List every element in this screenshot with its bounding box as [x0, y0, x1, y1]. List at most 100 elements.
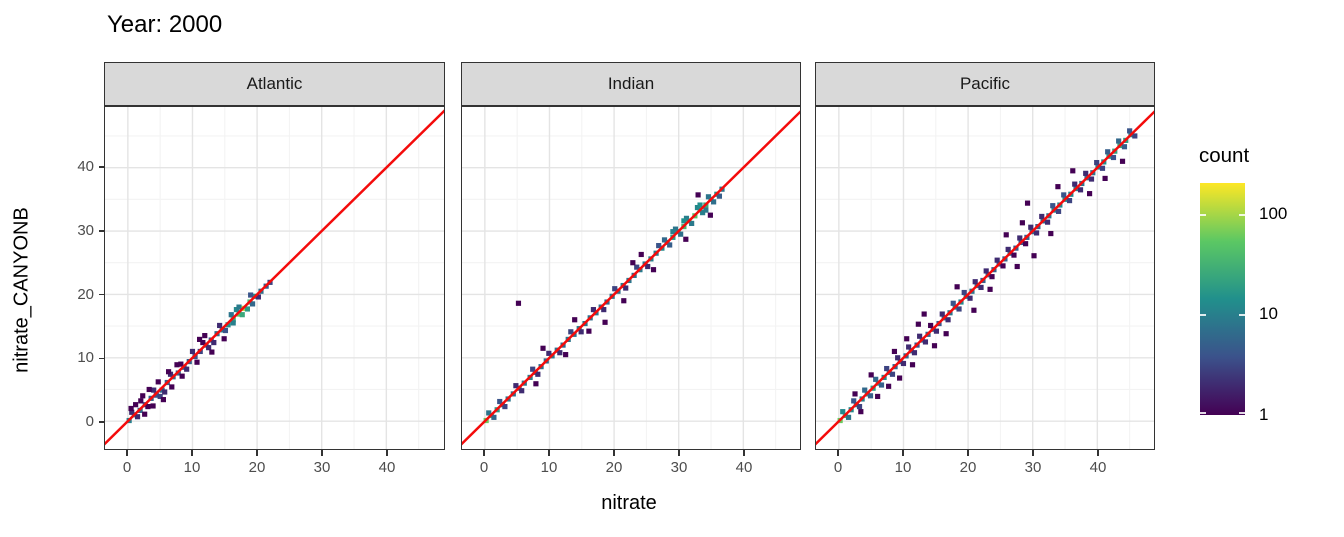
- x-axis-tick: [256, 450, 258, 456]
- bin2d-cell: [921, 311, 927, 317]
- bin2d-cell: [1011, 252, 1017, 258]
- bin2d-cell: [178, 361, 184, 367]
- bin2d-cell: [978, 284, 984, 291]
- bin2d-cell: [602, 319, 608, 325]
- bin2d-cell: [909, 362, 916, 368]
- bin2d-cell: [695, 192, 701, 198]
- bin2d-cell: [845, 414, 852, 420]
- bin2d-cell: [222, 327, 229, 334]
- bin2d-cell: [563, 352, 569, 358]
- bin2d-cell: [967, 295, 973, 301]
- facet-strip-atlantic: Atlantic: [104, 62, 445, 106]
- bin2d-cell: [943, 331, 949, 337]
- x-axis-tick: [483, 450, 485, 456]
- colorbar-tick-100-left: [1200, 214, 1206, 216]
- bin2d-cell: [140, 393, 146, 399]
- y-axis-tick: [98, 230, 104, 232]
- bin2d-cell: [711, 199, 717, 205]
- colorbar-tick-10-right: [1239, 314, 1245, 316]
- y-axis-tick-label: 40: [77, 158, 94, 175]
- facet-strip-label: Pacific: [959, 74, 1011, 93]
- bin2d-cell: [533, 381, 539, 387]
- y-axis-tick-label: 0: [85, 413, 94, 430]
- x-axis-tick-label: 30: [313, 459, 331, 476]
- legend-tick-label-100: 100: [1259, 204, 1288, 223]
- bin2d-cell: [878, 382, 885, 388]
- bin2d-cell: [133, 402, 139, 408]
- bin2d-cell: [209, 349, 215, 355]
- y-axis-tick: [98, 357, 104, 359]
- x-axis-tick-label: 0: [479, 459, 489, 476]
- colorbar-tick-1-left: [1200, 412, 1206, 414]
- x-axis-tick-label: 10: [183, 459, 201, 476]
- bin2d-cell: [703, 207, 709, 213]
- bin2d-cell: [194, 359, 200, 365]
- bin2d-cell: [1132, 133, 1138, 139]
- indian-plot-area: [462, 107, 800, 449]
- x-axis-tick: [548, 450, 550, 456]
- bin2d-cell: [255, 294, 261, 300]
- bin2d-cell: [540, 345, 546, 351]
- bin2d-cell: [1000, 263, 1006, 269]
- bin2d-cell: [530, 366, 536, 372]
- y-axis-tick: [98, 421, 104, 423]
- facet-strip-pacific: Pacific: [815, 62, 1155, 106]
- bin2d-cell: [155, 379, 161, 385]
- bin2d-cell: [683, 215, 690, 221]
- bin2d-cell: [150, 403, 156, 409]
- bin2d-cell: [145, 404, 151, 410]
- bin2d-cell: [546, 350, 552, 356]
- bin2d-cell: [886, 383, 892, 389]
- bin2d-cell: [138, 398, 144, 404]
- pacific-plot-area: [816, 107, 1154, 449]
- bin2d-cell: [1024, 200, 1031, 206]
- bin2d-cell: [236, 311, 242, 317]
- bin2d-cell: [200, 339, 206, 346]
- bin2d-cell: [1003, 232, 1009, 238]
- bin2d-cell: [515, 300, 522, 306]
- bin2d-cell: [1086, 191, 1093, 197]
- bin2d-cell: [670, 229, 676, 235]
- x-axis-tick: [191, 450, 193, 456]
- bin2d-cell: [634, 264, 640, 270]
- bin2d-cell: [486, 410, 492, 416]
- facet-strip-indian: Indian: [461, 62, 801, 106]
- bin2d-cell: [904, 336, 910, 342]
- bin2d-cell: [1055, 184, 1061, 190]
- bin2d-cell: [535, 371, 541, 377]
- bin2d-cell: [497, 398, 503, 405]
- bin2d-cell: [689, 220, 695, 227]
- y-axis-tick-label: 10: [77, 349, 94, 367]
- bin2d-cell: [667, 242, 673, 248]
- bin2d-cell: [1072, 181, 1078, 187]
- bin2d-cell: [656, 243, 662, 249]
- bin2d-cell: [650, 267, 657, 273]
- bin2d-cell: [1034, 230, 1040, 236]
- x-axis-tick: [321, 450, 323, 456]
- bin2d-cell: [856, 404, 863, 410]
- bin2d-cell: [630, 260, 636, 266]
- bin2d-cell: [875, 393, 881, 400]
- bin2d-cell: [707, 212, 713, 218]
- bin2d-cell: [906, 344, 912, 350]
- bin2d-cell: [1119, 158, 1126, 164]
- y-axis-tick-label: 20: [77, 285, 94, 303]
- bin2d-cell: [1017, 235, 1023, 241]
- bin2d-cell: [217, 322, 223, 329]
- bin2d-cell: [578, 329, 584, 335]
- bin2d-cell: [248, 292, 254, 298]
- colorbar-tick-10-left: [1200, 314, 1206, 316]
- legend-colorbar: [1200, 183, 1245, 415]
- bin2d-cell: [1005, 246, 1011, 252]
- bin2d-cell: [858, 409, 864, 415]
- bin2d-cell: [206, 345, 212, 351]
- bin2d-cell: [557, 350, 563, 356]
- bin2d-cell: [1099, 165, 1106, 171]
- x-axis-tick-label: 40: [1089, 459, 1107, 476]
- x-axis-tick: [678, 450, 680, 456]
- bin2d-cell: [862, 387, 868, 393]
- bin2d-cell: [1061, 192, 1067, 198]
- bin2d-cell: [225, 322, 231, 328]
- bin2d-cell: [961, 289, 967, 296]
- bin2d-cell: [716, 193, 723, 199]
